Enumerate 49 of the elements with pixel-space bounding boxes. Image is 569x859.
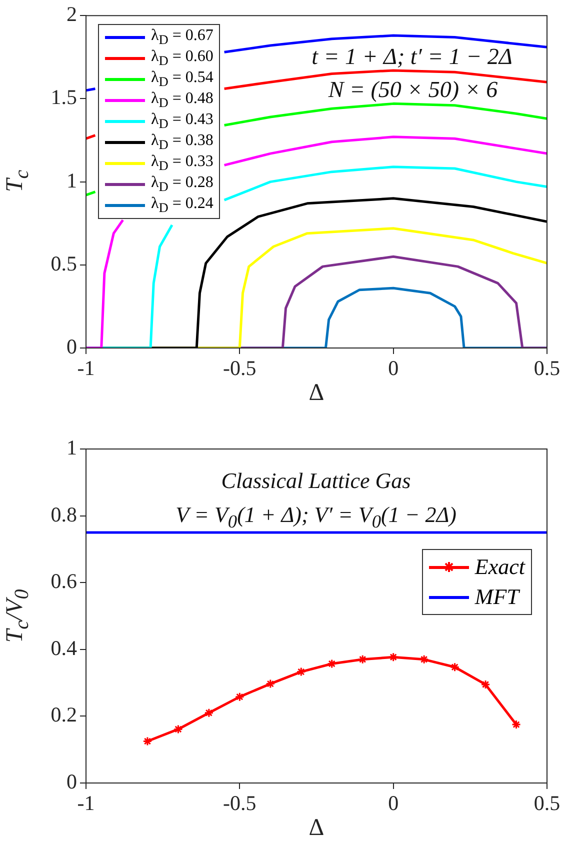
x-tick-label: 0 (388, 356, 399, 380)
y-tick-label: 1 (66, 168, 77, 192)
point (450, 662, 460, 672)
y-tick-label: 1.5 (50, 85, 77, 110)
y-tick-label: 0.5 (50, 251, 77, 276)
y-tick-label: 0.6 (50, 569, 77, 594)
y-tick-label: 2 (66, 2, 77, 26)
x-tick-label: -1 (77, 356, 95, 380)
y-tick-label: 0 (66, 334, 77, 359)
legend-label: λ$_{D}$ = 0.28 (151, 174, 214, 196)
point (419, 654, 429, 664)
y-tick-label: 0.8 (50, 502, 77, 526)
legend-label: Exact (474, 554, 525, 580)
annotation: N = (50 × 50) × 6 (328, 77, 498, 103)
y-tick-label: 0 (66, 770, 77, 794)
x-axis-title: Δ (308, 815, 324, 842)
legend-label: λ$_{D}$ = 0.67 (151, 26, 214, 48)
x-axis-title: Δ (308, 380, 324, 407)
legend-label: λ$_{D}$ = 0.60 (151, 48, 214, 70)
legend-label: λ$_{D}$ = 0.48 (151, 90, 214, 112)
x-tick-label: -0.5 (223, 356, 256, 380)
point (480, 680, 490, 690)
point (266, 679, 276, 689)
x-tick-label: 0.5 (534, 356, 560, 380)
annotation: V = V$_{0}$(1 + Δ); V′ = V$_{0}$(1 − 2Δ) (176, 502, 456, 532)
point (234, 692, 244, 702)
y-tick-label: 0.4 (50, 636, 78, 660)
point (327, 659, 337, 669)
point (173, 724, 183, 734)
legend-label: λ$_{D}$ = 0.38 (151, 132, 214, 154)
x-tick-label: -1 (77, 791, 95, 816)
legend-label: λ$_{D}$ = 0.54 (151, 68, 214, 90)
annotation: t = 1 + Δ; t′ = 1 − 2Δ (312, 44, 512, 70)
point (358, 654, 368, 664)
legend-label: MFT (474, 584, 519, 610)
legend-label: λ$_{D}$ = 0.43 (151, 110, 214, 132)
point (512, 720, 522, 730)
annotation: Classical Lattice Gas (221, 468, 411, 494)
x-tick-label: -0.5 (223, 791, 256, 816)
point (204, 708, 214, 718)
legend-label: λ$_{D}$ = 0.24 (151, 194, 214, 216)
y-tick-label: 0.2 (50, 702, 77, 727)
point (388, 652, 398, 662)
point (296, 667, 306, 677)
legend-label: λ$_{D}$ = 0.33 (151, 152, 214, 174)
x-tick-label: 0 (388, 791, 399, 816)
x-tick-label: 0.5 (534, 791, 560, 816)
y-tick-label: 1 (66, 436, 77, 460)
point (142, 736, 152, 746)
